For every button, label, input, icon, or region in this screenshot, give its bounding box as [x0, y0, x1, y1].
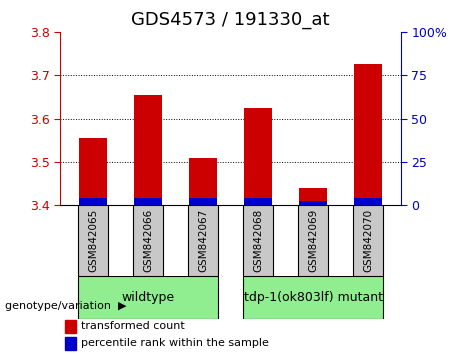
Bar	[78, 205, 108, 276]
Bar	[298, 205, 328, 276]
Bar	[243, 276, 383, 319]
Text: GSM842066: GSM842066	[143, 209, 153, 272]
Bar	[134, 95, 162, 205]
Bar	[353, 205, 383, 276]
Bar	[134, 198, 162, 205]
Text: genotype/variation  ▶: genotype/variation ▶	[5, 301, 126, 311]
Text: GSM842069: GSM842069	[308, 209, 318, 272]
Bar	[65, 337, 76, 350]
Text: GSM842067: GSM842067	[198, 209, 208, 272]
Bar	[299, 188, 327, 205]
Text: transformed count: transformed count	[81, 321, 184, 331]
Bar	[299, 201, 327, 205]
Title: GDS4573 / 191330_at: GDS4573 / 191330_at	[131, 11, 330, 29]
Bar	[244, 108, 272, 205]
Text: wildtype: wildtype	[121, 291, 175, 304]
Text: tdp-1(ok803lf) mutant: tdp-1(ok803lf) mutant	[243, 291, 383, 304]
Bar	[189, 198, 217, 205]
Text: GSM842068: GSM842068	[253, 209, 263, 272]
Text: GSM842065: GSM842065	[88, 209, 98, 272]
Bar	[189, 158, 217, 205]
Bar	[78, 276, 218, 319]
Bar	[79, 138, 106, 205]
Text: GSM842070: GSM842070	[363, 209, 373, 272]
Bar	[79, 198, 106, 205]
Bar	[133, 205, 163, 276]
Bar	[188, 205, 218, 276]
Bar	[65, 320, 76, 333]
Bar	[355, 64, 382, 205]
Text: percentile rank within the sample: percentile rank within the sample	[81, 338, 269, 348]
Bar	[243, 205, 273, 276]
Bar	[355, 198, 382, 205]
Bar	[244, 198, 272, 205]
